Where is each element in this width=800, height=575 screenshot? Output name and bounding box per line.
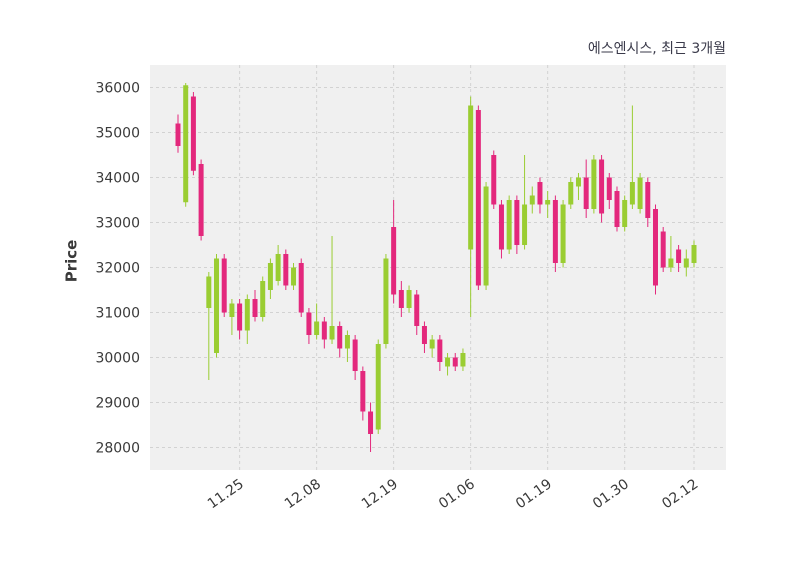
y-tick-label: 33000 <box>95 216 140 232</box>
candle-body <box>360 371 366 412</box>
x-tick-label: 01.06 <box>436 476 478 512</box>
y-tick-label: 36000 <box>95 81 140 97</box>
candle-body <box>306 312 312 335</box>
y-tick-label: 28000 <box>95 441 140 457</box>
candle-body <box>414 294 420 326</box>
candle-body <box>321 321 327 340</box>
candle-body <box>298 263 304 313</box>
candle-body <box>344 335 350 349</box>
candle-body <box>452 357 458 367</box>
chart-title: 에스엔시스, 최근 3개월 <box>587 41 726 57</box>
candle-body <box>575 177 581 187</box>
candle-body <box>652 209 658 286</box>
candle-body <box>337 326 343 349</box>
candle-body <box>614 191 620 227</box>
y-tick-label: 30000 <box>95 351 140 367</box>
candle-body <box>214 258 220 353</box>
x-tick-label: 01.30 <box>590 476 632 512</box>
candle-body <box>583 177 589 209</box>
x-tick-label: 01.19 <box>513 476 555 512</box>
candle-body <box>475 110 481 286</box>
candle-body <box>267 263 273 290</box>
candle-body <box>329 326 335 340</box>
candle-body <box>637 177 643 209</box>
candle-body <box>491 155 497 205</box>
candle-body <box>683 258 689 268</box>
candle-body <box>429 339 435 349</box>
candle-body <box>660 231 666 268</box>
candle-body <box>406 290 412 308</box>
candle-body <box>391 227 397 295</box>
candle-body <box>221 258 227 313</box>
x-tick-label: 12.08 <box>282 476 324 512</box>
candle-body <box>545 200 551 205</box>
candle-body <box>506 200 512 250</box>
candle-body <box>445 357 451 367</box>
candle-body <box>537 182 543 205</box>
candle-body <box>283 254 289 286</box>
candle-body <box>190 96 196 171</box>
candle-body <box>260 281 266 317</box>
candle-body <box>383 258 389 344</box>
y-tick-label: 31000 <box>95 306 140 322</box>
candle-body <box>460 353 466 367</box>
candle-body <box>498 204 504 250</box>
candle-body <box>622 200 628 227</box>
y-tick-label: 32000 <box>95 261 140 277</box>
candle-body <box>237 303 243 331</box>
candle-body <box>668 258 674 268</box>
candle-body <box>183 85 189 203</box>
candle-body <box>691 245 697 263</box>
candle-body <box>514 200 520 245</box>
candle-body <box>483 186 489 286</box>
candle-body <box>314 321 320 335</box>
candle-body <box>529 195 535 205</box>
candle-body <box>275 254 281 281</box>
candle-body <box>229 303 235 317</box>
candle-body <box>645 182 651 218</box>
candle-body <box>468 105 474 250</box>
x-tick-label: 12.19 <box>359 476 401 512</box>
candle-body <box>676 249 682 263</box>
candle-body <box>352 339 358 371</box>
y-tick-label: 35000 <box>95 126 140 142</box>
x-tick-label: 11.25 <box>205 476 247 512</box>
candle-body <box>291 267 297 286</box>
candle-body <box>244 299 250 331</box>
candle-body <box>437 339 443 362</box>
candle-body <box>252 299 258 317</box>
candle-body <box>591 159 597 209</box>
candle-body <box>568 182 574 205</box>
y-tick-label: 34000 <box>95 171 140 187</box>
y-tick-label: 29000 <box>95 396 140 412</box>
candle-body <box>606 177 612 200</box>
candle-body <box>522 204 528 245</box>
candle-body <box>368 411 374 434</box>
candle-body <box>421 326 427 344</box>
candle-body <box>206 276 212 308</box>
candle-body <box>552 200 558 263</box>
x-tick-label: 02.12 <box>659 476 701 512</box>
candle-body <box>198 164 204 236</box>
candle-body <box>560 204 566 263</box>
candle-body <box>375 344 381 430</box>
candle-body <box>398 290 404 308</box>
candle-body <box>175 123 181 146</box>
candle-body <box>599 159 605 214</box>
candle-body <box>629 182 635 205</box>
